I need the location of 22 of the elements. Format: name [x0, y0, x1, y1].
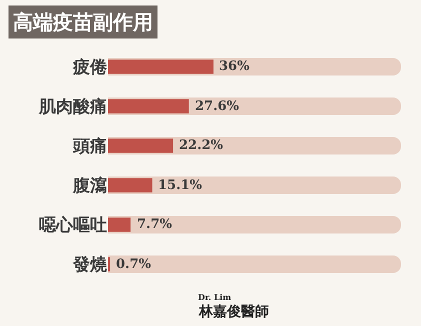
data-label: 27.6% [195, 99, 240, 114]
y-tick-label: 肌肉酸痛 [38, 97, 107, 118]
bar [108, 138, 174, 153]
y-tick-label: 腹瀉 [72, 176, 107, 196]
bar [108, 99, 189, 114]
text: Dr. Lim [198, 292, 232, 302]
text: 林嘉俊醫師 [198, 304, 269, 320]
data-label: 0.7% [116, 257, 152, 272]
bar [108, 60, 214, 74]
bar [108, 218, 131, 232]
bar [108, 216, 401, 234]
y-tick-label: 噁心嘔吐 [39, 216, 107, 236]
data-label: 7.7% [137, 217, 173, 232]
chart-title: 高端疫苗副作用 [13, 10, 153, 34]
y-tick-label: 疲倦 [72, 58, 108, 78]
data-label: 22.2% [179, 138, 224, 153]
y-tick-label: 發燒 [72, 255, 108, 276]
bar [108, 256, 401, 273]
data-label: 36% [219, 59, 250, 74]
data-label: 15.1% [158, 178, 203, 193]
bar [108, 178, 152, 192]
y-tick-label: 頭痛 [72, 136, 107, 157]
